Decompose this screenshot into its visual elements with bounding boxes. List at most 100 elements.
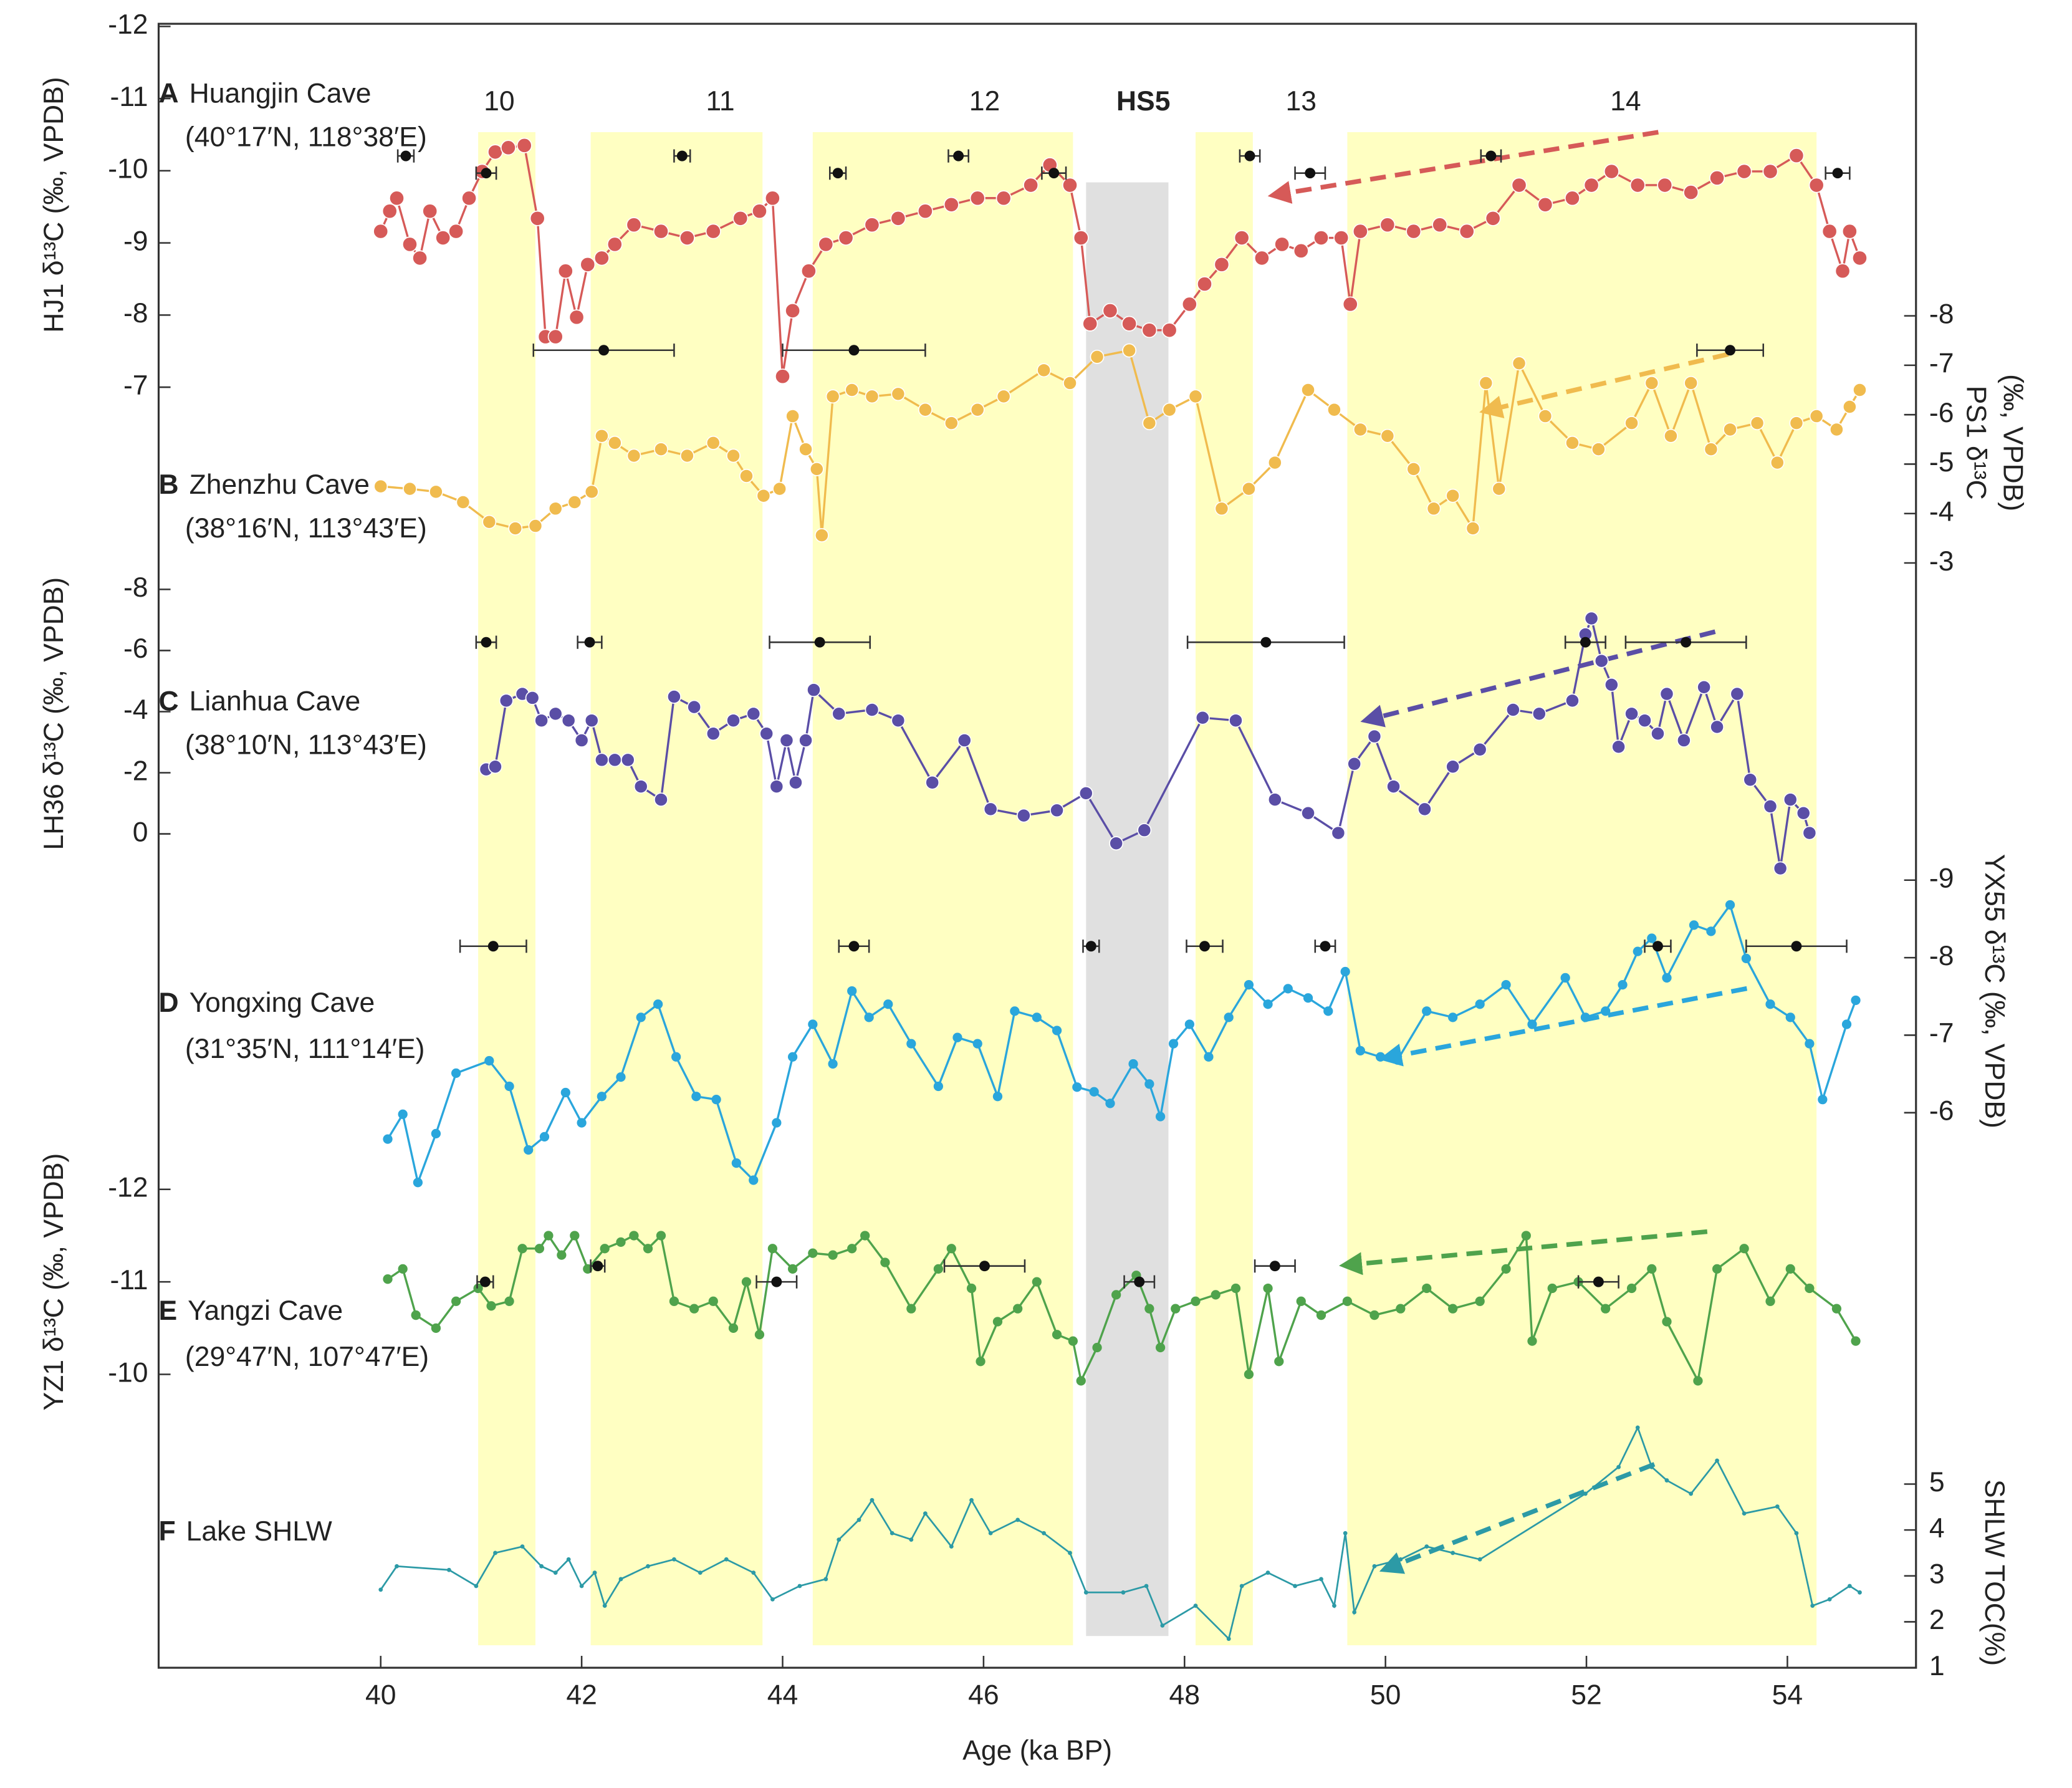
data-point [1375,1052,1386,1062]
data-point [1831,1304,1842,1314]
y-axis-label: SHLW TOC(%) [1979,1479,2010,1666]
data-point [1432,217,1448,233]
data-point [435,229,451,246]
data-point [401,236,418,252]
data-point [1742,1511,1747,1516]
age-point [814,637,825,648]
data-point [1479,375,1494,390]
data-point [1111,1290,1121,1300]
band [1347,132,1817,1646]
y-tick-label: -11 [110,1265,148,1295]
data-point [749,1175,759,1185]
data-point [1802,825,1817,840]
data-point [1583,177,1600,193]
data-point [797,1584,802,1589]
data-point [1723,422,1737,437]
y-axis-label: YX55 δ¹³C (‰, VPDB) [1979,854,2010,1128]
data-point [653,223,669,239]
data-point [1821,223,1838,239]
data-point [534,713,549,728]
data-point [1676,733,1691,748]
bands [478,132,1817,1646]
data-point [403,481,417,496]
data-point [1765,999,1775,1009]
data-point [917,203,933,219]
data-point [1171,1304,1181,1314]
data-point [828,1250,838,1260]
data-point [1406,223,1422,239]
y-tick-label: -10 [108,1357,148,1388]
y-tick-label: -7 [1929,1018,1954,1049]
data-point [486,1301,496,1311]
age-point [1725,345,1736,356]
age-point [592,1261,603,1272]
panel-name: Huangjin Cave [189,78,372,108]
data-point [1121,315,1138,332]
data-point [1638,713,1652,728]
x-tick-label: 48 [1169,1680,1201,1710]
data-point [1141,322,1158,339]
data-point [1224,1012,1234,1022]
trend-arrow [1378,986,1748,1067]
data-point [1319,1577,1323,1582]
data-point [1706,926,1716,936]
data-point [1032,1012,1042,1022]
data-point [1783,792,1798,807]
data-point [785,302,801,319]
y-tick-label: -5 [1929,447,1954,478]
data-point [1796,805,1811,820]
data-point [1073,229,1089,246]
data-point [1082,315,1098,332]
data-point [1601,1304,1611,1314]
data-point [679,229,695,246]
data-point [823,1577,828,1582]
panel-location: (38°16′N, 113°43′E) [185,513,427,544]
data-point [487,144,503,160]
data-point [706,726,721,741]
data-point [428,484,443,499]
trend-arrow [1360,629,1716,728]
data-point [800,263,817,279]
data-point [1532,706,1547,721]
data-point [1446,488,1460,503]
data-point [933,1264,943,1274]
data-point [880,1257,890,1267]
data-point [1042,1531,1046,1536]
data-point [482,514,497,529]
y-tick-label: -6 [1929,1096,1954,1127]
y-tick-label: 3 [1929,1559,1945,1590]
y-axis-label: PS1 δ¹³C [1960,386,1991,500]
data-point [828,1059,838,1069]
data-point [1730,686,1745,701]
trend-arrows [1267,130,1748,1574]
data-point [1591,442,1606,457]
data-point [799,442,813,457]
y-tick-label: -4 [123,695,148,725]
data-point [1340,966,1350,977]
data-point [584,713,599,728]
data-point [847,986,857,996]
data-point [1352,223,1368,239]
data-point [1396,1304,1406,1314]
data-point [1851,995,1861,1006]
data-point [1052,1026,1062,1036]
data-point [1459,223,1475,239]
age-point [1485,150,1497,161]
data-point [969,190,986,206]
data-point [1743,772,1758,787]
data-point [870,1497,875,1502]
data-point [594,752,609,767]
data-point [633,779,648,794]
data-point [574,733,589,748]
data-point [607,752,622,767]
data-point [1214,501,1229,516]
data-point [389,190,405,206]
data-point [383,1134,393,1144]
data-point [1352,1610,1357,1615]
data-point [1633,946,1643,956]
data-point [398,1264,408,1274]
data-point [1109,836,1124,851]
data-point [1160,1623,1165,1628]
data-point [1626,1283,1637,1294]
age-point [584,637,595,648]
